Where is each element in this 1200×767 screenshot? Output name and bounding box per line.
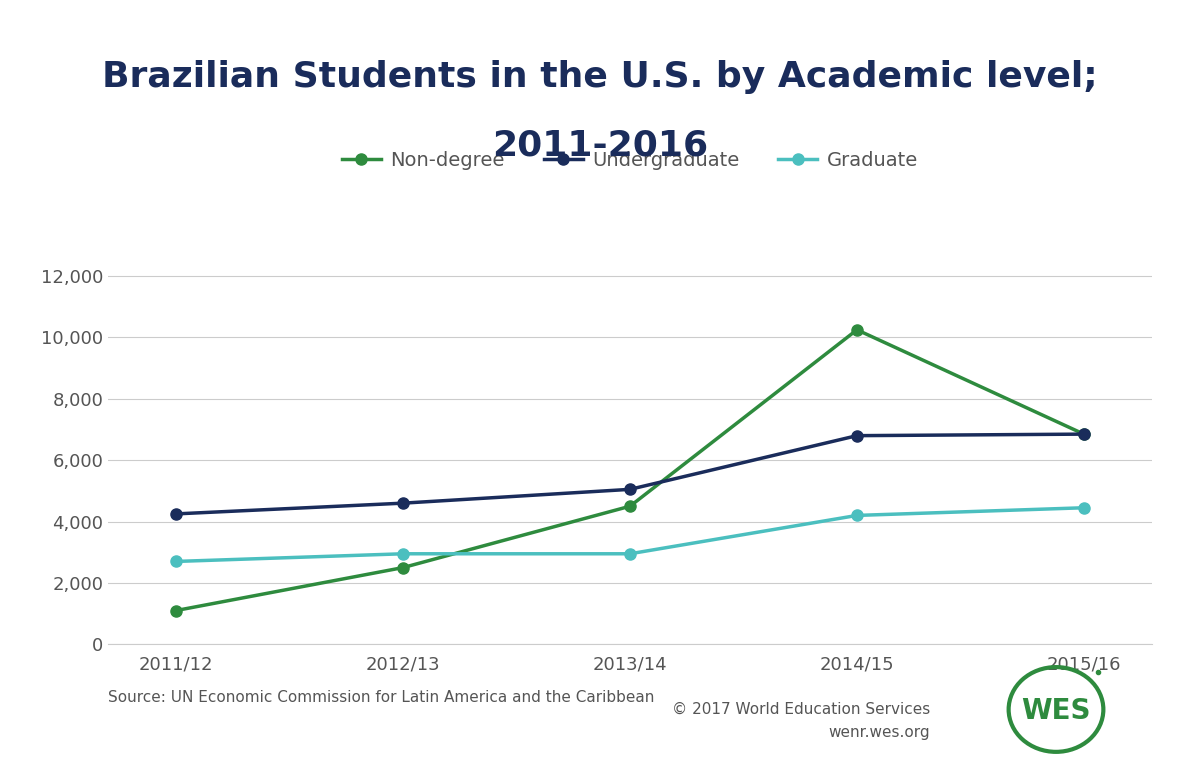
Non-degree [396, 563, 410, 572]
Text: 2011-2016: 2011-2016 [492, 129, 708, 163]
Undergraduate [169, 509, 184, 518]
Line: Non-degree: Non-degree [170, 324, 1090, 616]
Graduate [169, 557, 184, 566]
Non-degree [850, 325, 864, 334]
Line: Graduate: Graduate [170, 502, 1090, 567]
Text: © 2017 World Education Services: © 2017 World Education Services [672, 702, 930, 717]
Graduate [1076, 503, 1091, 512]
Text: Source: UN Economic Commission for Latin America and the Caribbean: Source: UN Economic Commission for Latin… [108, 690, 654, 706]
Text: wenr.wes.org: wenr.wes.org [828, 725, 930, 740]
Graduate [850, 511, 864, 520]
Non-degree [169, 606, 184, 615]
Undergraduate [1076, 430, 1091, 439]
Graduate [396, 549, 410, 558]
Text: Brazilian Students in the U.S. by Academic level;: Brazilian Students in the U.S. by Academ… [102, 60, 1098, 94]
Undergraduate [623, 485, 637, 494]
Undergraduate [850, 431, 864, 440]
Non-degree [623, 502, 637, 511]
Undergraduate [396, 499, 410, 508]
Graduate [623, 549, 637, 558]
Line: Undergraduate: Undergraduate [170, 429, 1090, 519]
Text: WES: WES [1021, 697, 1091, 726]
Legend: Non-degree, Undergraduate, Graduate: Non-degree, Undergraduate, Graduate [334, 143, 926, 178]
Non-degree [1076, 430, 1091, 439]
